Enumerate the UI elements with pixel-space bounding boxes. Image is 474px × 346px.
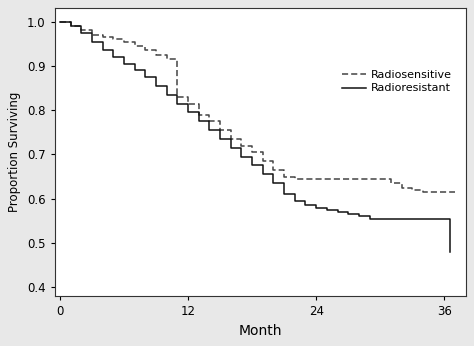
Radioresistant	[249, 163, 255, 167]
Radiosensitive	[441, 190, 447, 194]
Radiosensitive	[388, 181, 394, 185]
Line: Radioresistant: Radioresistant	[60, 21, 450, 252]
Radioresistant	[78, 30, 84, 35]
Radioresistant	[153, 84, 159, 88]
Legend: Radiosensitive, Radioresistant: Radiosensitive, Radioresistant	[337, 66, 456, 98]
Radiosensitive	[399, 185, 404, 190]
Radioresistant	[89, 39, 95, 44]
Radioresistant	[313, 206, 319, 210]
Radiosensitive	[217, 128, 223, 132]
Radiosensitive	[410, 188, 415, 192]
Radiosensitive	[132, 44, 137, 48]
Radioresistant	[281, 192, 287, 196]
Radioresistant	[292, 199, 298, 203]
Radiosensitive	[207, 119, 212, 123]
Radiosensitive	[228, 137, 234, 141]
Radioresistant	[431, 217, 437, 221]
Radioresistant	[132, 68, 137, 72]
Radiosensitive	[100, 35, 105, 39]
Radioresistant	[335, 210, 340, 214]
Radioresistant	[260, 172, 265, 176]
Line: Radiosensitive: Radiosensitive	[60, 21, 455, 192]
Radiosensitive	[356, 177, 362, 181]
Radioresistant	[110, 55, 116, 59]
Radioresistant	[217, 137, 223, 141]
Radioresistant	[174, 101, 180, 106]
Radiosensitive	[121, 39, 127, 44]
Radiosensitive	[292, 177, 298, 181]
Radiosensitive	[346, 177, 351, 181]
Radiosensitive	[153, 53, 159, 57]
Radioresistant	[228, 146, 234, 150]
Radiosensitive	[238, 144, 244, 148]
Radioresistant	[185, 110, 191, 115]
Radioresistant	[164, 93, 170, 97]
Radioresistant	[447, 250, 453, 254]
Radioresistant	[356, 214, 362, 218]
Radiosensitive	[431, 190, 437, 194]
Radiosensitive	[452, 190, 458, 194]
Radiosensitive	[302, 177, 308, 181]
Radiosensitive	[271, 168, 276, 172]
Radioresistant	[302, 203, 308, 207]
Radiosensitive	[78, 28, 84, 33]
Radioresistant	[377, 217, 383, 221]
Radioresistant	[420, 217, 426, 221]
Radiosensitive	[313, 177, 319, 181]
Radioresistant	[143, 75, 148, 79]
Radioresistant	[238, 155, 244, 159]
Radiosensitive	[281, 174, 287, 179]
Radioresistant	[121, 62, 127, 66]
Radiosensitive	[324, 177, 330, 181]
Radiosensitive	[196, 112, 201, 117]
Radioresistant	[57, 19, 63, 24]
Y-axis label: Proportion Surviving: Proportion Surviving	[9, 92, 21, 212]
Radiosensitive	[89, 33, 95, 37]
Radioresistant	[441, 217, 447, 221]
Radiosensitive	[57, 19, 63, 24]
Radioresistant	[100, 48, 105, 53]
Radiosensitive	[260, 159, 265, 163]
Radiosensitive	[68, 24, 73, 28]
Radioresistant	[399, 217, 404, 221]
Radioresistant	[271, 181, 276, 185]
Radiosensitive	[377, 177, 383, 181]
Radiosensitive	[143, 48, 148, 53]
Radiosensitive	[164, 57, 170, 61]
Radiosensitive	[249, 150, 255, 154]
Radiosensitive	[185, 101, 191, 106]
Radioresistant	[388, 217, 394, 221]
Radioresistant	[196, 119, 201, 123]
Radioresistant	[346, 212, 351, 216]
X-axis label: Month: Month	[238, 324, 282, 338]
Radioresistant	[68, 24, 73, 28]
Radiosensitive	[110, 37, 116, 42]
Radioresistant	[410, 217, 415, 221]
Radiosensitive	[174, 95, 180, 99]
Radioresistant	[324, 208, 330, 212]
Radioresistant	[207, 128, 212, 132]
Radiosensitive	[420, 190, 426, 194]
Radiosensitive	[367, 177, 373, 181]
Radioresistant	[367, 217, 373, 221]
Radiosensitive	[335, 177, 340, 181]
